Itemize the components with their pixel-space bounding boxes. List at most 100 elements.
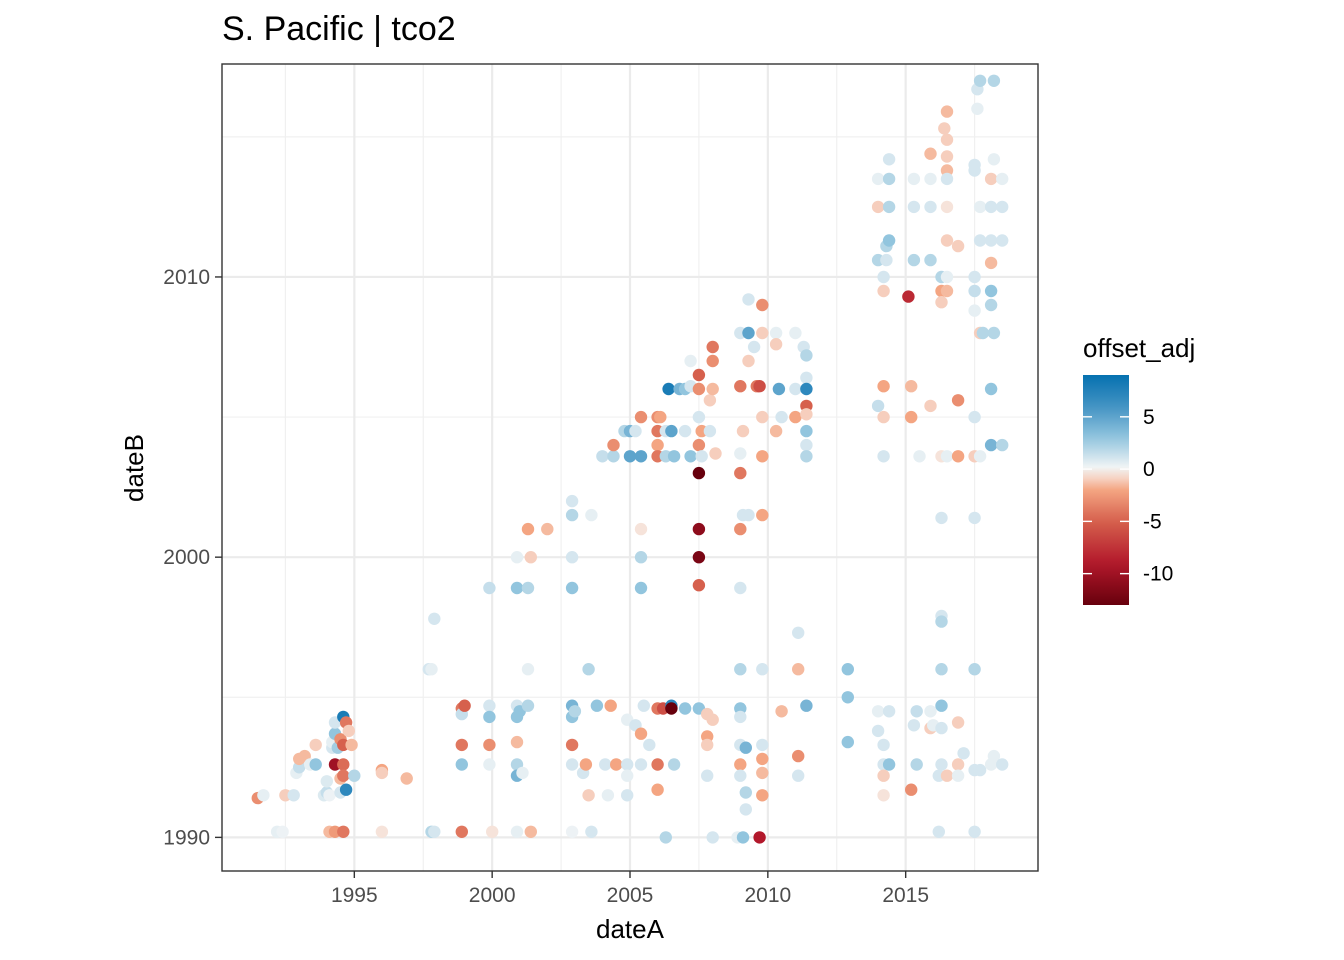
colorbar-tick-label: 5 — [1143, 406, 1155, 429]
data-point — [935, 296, 948, 309]
data-point — [756, 410, 769, 424]
data-points — [251, 74, 1009, 844]
data-point — [968, 304, 981, 317]
x-tick-label: 2005 — [607, 884, 654, 907]
data-point — [629, 424, 642, 438]
data-point — [769, 326, 783, 340]
data-point — [692, 579, 706, 592]
data-point — [607, 438, 620, 452]
legend-title: offset_adj — [1083, 333, 1195, 363]
chart-title: S. Pacific | tco2 — [222, 10, 456, 48]
data-point — [984, 234, 998, 247]
data-point — [775, 705, 788, 718]
data-point — [756, 789, 769, 802]
data-point — [753, 831, 766, 844]
data-point — [935, 615, 948, 628]
data-point — [659, 831, 672, 844]
data-point — [667, 450, 681, 463]
data-point — [348, 769, 361, 782]
data-point — [792, 749, 805, 763]
data-point — [940, 133, 954, 146]
data-point — [486, 825, 499, 838]
colorbar — [1083, 375, 1129, 605]
data-point — [309, 738, 322, 752]
data-point — [634, 581, 648, 595]
data-point — [756, 508, 769, 522]
data-point — [940, 769, 954, 782]
data-point — [565, 738, 579, 752]
data-point — [951, 769, 965, 782]
data-point — [621, 769, 634, 782]
data-point — [905, 380, 918, 393]
x-tick-label: 2000 — [469, 884, 516, 907]
data-point — [882, 758, 896, 771]
data-point — [634, 551, 648, 564]
data-point — [510, 825, 524, 838]
data-point — [951, 758, 965, 771]
data-point — [565, 825, 579, 838]
data-point — [637, 699, 650, 712]
data-point — [565, 581, 579, 595]
data-point — [882, 234, 896, 247]
data-point — [747, 340, 761, 354]
data-point — [907, 719, 921, 732]
data-point — [541, 522, 554, 536]
data-point — [734, 663, 747, 676]
data-point — [996, 438, 1009, 452]
data-point — [871, 200, 885, 214]
data-point — [607, 450, 620, 463]
data-point — [684, 354, 697, 368]
data-point — [455, 825, 468, 838]
data-point — [734, 769, 747, 782]
data-point — [320, 775, 333, 788]
y-tick-label: 1990 — [163, 826, 210, 849]
data-point — [692, 382, 706, 396]
data-point — [910, 705, 923, 718]
data-point — [973, 234, 987, 247]
data-point — [800, 450, 813, 463]
colorbar-tick-label: -10 — [1143, 563, 1173, 586]
data-point — [568, 705, 582, 718]
data-point — [400, 772, 413, 785]
data-point — [739, 741, 752, 754]
data-point — [425, 663, 438, 676]
colorbar-tick-label: -5 — [1143, 510, 1162, 533]
data-point — [709, 447, 722, 460]
data-point — [756, 663, 769, 676]
data-point — [706, 382, 719, 396]
data-point — [734, 758, 747, 771]
data-point — [935, 721, 948, 735]
data-point — [984, 284, 998, 298]
data-point — [582, 663, 595, 676]
data-point — [701, 738, 714, 752]
data-point — [634, 450, 648, 463]
data-point — [976, 326, 990, 340]
data-point — [706, 354, 719, 368]
data-point — [987, 153, 1001, 166]
data-point — [769, 338, 783, 351]
data-point — [792, 626, 805, 639]
data-point — [841, 735, 854, 749]
data-point — [877, 769, 890, 782]
data-point — [800, 699, 813, 712]
data-point — [871, 172, 885, 186]
data-point — [877, 450, 890, 463]
data-point — [621, 789, 634, 802]
data-point — [800, 424, 813, 438]
data-point — [996, 234, 1009, 247]
data-point — [973, 763, 987, 777]
data-point — [582, 789, 595, 802]
data-point — [789, 410, 802, 424]
data-point — [643, 738, 656, 752]
data-point — [877, 380, 890, 393]
data-point — [935, 699, 948, 712]
data-point — [996, 172, 1009, 186]
colorbar-ticks: 5 0 -5 -10 — [1083, 406, 1173, 586]
data-point — [585, 508, 598, 522]
data-point — [257, 789, 270, 802]
data-point — [877, 738, 890, 752]
data-point — [902, 290, 915, 303]
data-point — [634, 727, 648, 740]
data-point — [590, 699, 604, 712]
data-point — [756, 738, 769, 752]
